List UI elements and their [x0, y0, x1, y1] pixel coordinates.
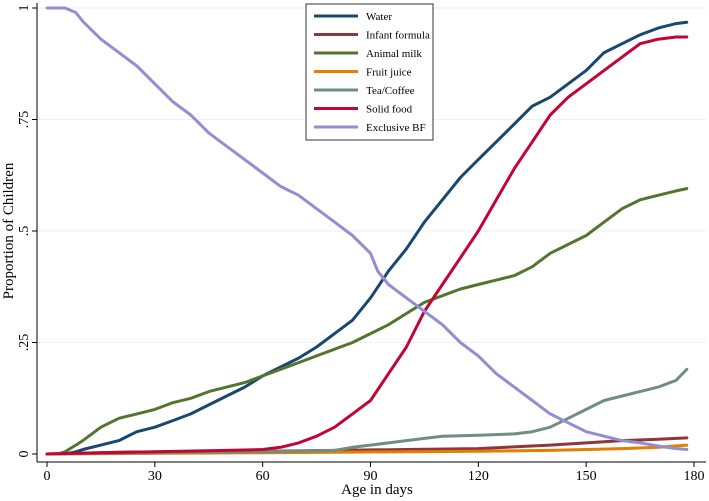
tick-labels: 0 .25 .5 .75 1 0 30 60 90 120 150 180 [17, 5, 705, 485]
legend-label: Infant formula [366, 30, 430, 42]
series-line-animal-milk [45, 187, 689, 456]
legend-label: Water [366, 11, 392, 23]
x-tick-label: 120 [468, 469, 489, 484]
y-tick-label: 0 [17, 451, 32, 458]
legend-label: Animal milk [366, 48, 422, 60]
x-axis-title: Age in days [341, 482, 413, 498]
y-tick-label: 1 [17, 5, 32, 12]
legend-label: Tea/Coffee [366, 85, 415, 97]
series-line-water [45, 20, 689, 456]
x-tick-label: 150 [576, 469, 597, 484]
axes [32, 3, 706, 467]
series-line-tea-coffee [45, 367, 689, 456]
y-tick-label: .5 [17, 226, 32, 237]
y-tick-label: .25 [17, 334, 32, 352]
series-lines [45, 6, 689, 456]
series-line-exclusive-bf [45, 6, 689, 451]
x-tick-label: 90 [364, 469, 378, 484]
x-tick-label: 180 [684, 469, 705, 484]
x-tick-label: 30 [148, 469, 162, 484]
legend-label: Solid food [366, 104, 413, 116]
y-axis-title: Proportion of Children [1, 162, 17, 299]
y-tick-label: .75 [17, 111, 32, 129]
legend-label: Fruit juice [366, 67, 412, 79]
legend: Water Infant formula Animal milk Fruit juic… [305, 3, 434, 141]
x-tick-label: 60 [256, 469, 270, 484]
legend-label: Exclusive BF [366, 122, 426, 134]
series-line-solid-food [45, 35, 689, 456]
x-tick-label: 0 [44, 469, 51, 484]
